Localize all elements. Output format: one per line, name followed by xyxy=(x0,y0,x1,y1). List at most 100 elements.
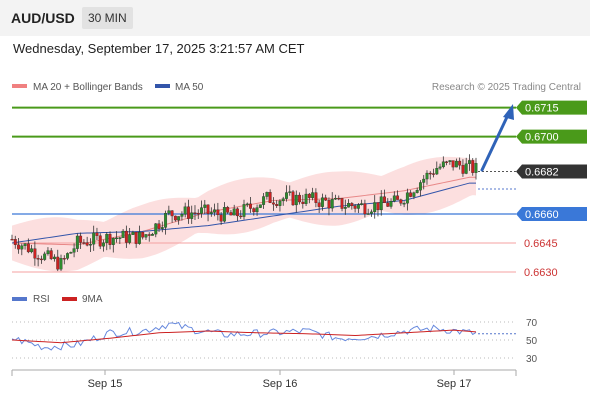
ma20-legend: MA 20 + Bollinger Bands xyxy=(33,82,143,93)
candle-body xyxy=(471,160,475,173)
candle-body xyxy=(392,195,396,202)
candle-body xyxy=(383,196,386,204)
candle-body xyxy=(435,168,439,175)
candle-body xyxy=(366,213,370,215)
forecast-arrow-shaft xyxy=(480,115,509,172)
candle-body xyxy=(72,248,76,253)
candle-body xyxy=(23,243,27,246)
candle-body xyxy=(121,230,125,238)
candle-body xyxy=(271,202,275,205)
candle-body xyxy=(278,200,282,206)
candle-body xyxy=(128,234,132,243)
candle-body xyxy=(252,208,256,213)
candle-body xyxy=(164,213,168,228)
rsi-tick-30: 30 xyxy=(526,354,538,365)
candle-body xyxy=(13,239,17,245)
candle-body xyxy=(118,237,122,239)
rsi-line xyxy=(11,321,477,351)
candle-body xyxy=(360,203,364,205)
candle-body xyxy=(190,212,194,219)
candle-body xyxy=(438,166,442,169)
candle-body xyxy=(108,233,112,245)
candle-body xyxy=(402,203,406,205)
candle-body xyxy=(167,210,171,214)
candle-body xyxy=(111,237,115,245)
candle-body xyxy=(458,160,462,166)
x-tick-label-1: Sep 16 xyxy=(263,378,298,390)
rsi-ma-legend-swatch xyxy=(62,297,77,301)
candle-body xyxy=(20,245,24,250)
candle-body xyxy=(26,243,30,253)
candle-body xyxy=(376,202,380,211)
candle-body xyxy=(160,227,164,229)
candle-body xyxy=(69,252,73,254)
candle-body xyxy=(10,238,14,241)
candle-body xyxy=(43,253,47,260)
candle-body xyxy=(206,204,210,214)
candle-body xyxy=(262,196,266,205)
candle-body xyxy=(144,234,148,238)
candle-body xyxy=(432,173,435,175)
candle-body xyxy=(419,182,422,191)
datetime-label: Wednesday, September 17, 2025 3:21:57 AM… xyxy=(13,41,305,56)
candle-body xyxy=(275,204,279,206)
candle-body xyxy=(281,198,285,202)
candle-body xyxy=(134,231,138,244)
candle-body xyxy=(213,209,217,213)
candle-body xyxy=(422,178,426,183)
candle-body xyxy=(334,197,337,200)
candle-body xyxy=(56,256,60,270)
candle-body xyxy=(474,163,478,173)
candle-body xyxy=(193,212,197,214)
candle-body xyxy=(49,250,53,260)
candle-body xyxy=(363,203,367,215)
candle-body xyxy=(245,203,249,206)
candle-body xyxy=(46,250,50,255)
candle-body xyxy=(39,258,43,261)
candle-body xyxy=(415,190,419,193)
candle-body xyxy=(33,248,37,259)
candle-body xyxy=(17,244,20,250)
candle-body xyxy=(177,216,181,221)
candle-body xyxy=(298,194,301,203)
x-tick-label-2: Sep 17 xyxy=(437,378,472,390)
level-label-4: 0.6645 xyxy=(524,238,558,250)
level-tag-2 xyxy=(516,164,587,179)
candle-body xyxy=(187,206,190,219)
candle-body xyxy=(317,202,321,207)
copyright-label: Research © 2025 Trading Central xyxy=(432,82,581,93)
candle-body xyxy=(320,197,324,207)
candle-body xyxy=(137,231,141,244)
candle-body xyxy=(219,214,223,222)
candle-body xyxy=(327,200,331,209)
candle-body xyxy=(373,202,377,213)
level-label-5: 0.6630 xyxy=(524,267,558,279)
candle-body xyxy=(454,160,458,168)
level-label-0: 0.6715 xyxy=(525,103,559,115)
timeframe-button[interactable]: 30 MIN xyxy=(82,7,133,29)
candle-body xyxy=(226,207,230,213)
candle-body xyxy=(291,191,295,206)
candle-body xyxy=(337,197,341,200)
candle-body xyxy=(236,208,239,217)
candle-body xyxy=(268,192,272,203)
candle-body xyxy=(239,215,243,218)
chart-header: AUD/USD 30 MIN xyxy=(0,0,590,36)
candle-body xyxy=(200,207,203,214)
candle-body xyxy=(36,258,40,260)
candle-body xyxy=(464,163,468,174)
candle-body xyxy=(249,203,252,209)
candle-body xyxy=(222,207,226,222)
candle-body xyxy=(216,209,220,216)
candle-body xyxy=(98,235,102,247)
candle-body xyxy=(314,192,318,203)
candle-body xyxy=(75,235,79,249)
candle-body xyxy=(405,192,409,204)
candle-body xyxy=(209,212,213,214)
candle-body xyxy=(461,165,465,174)
candle-body xyxy=(409,192,413,197)
candle-body xyxy=(350,203,354,207)
candle-body xyxy=(102,242,105,247)
candle-body xyxy=(294,194,298,206)
